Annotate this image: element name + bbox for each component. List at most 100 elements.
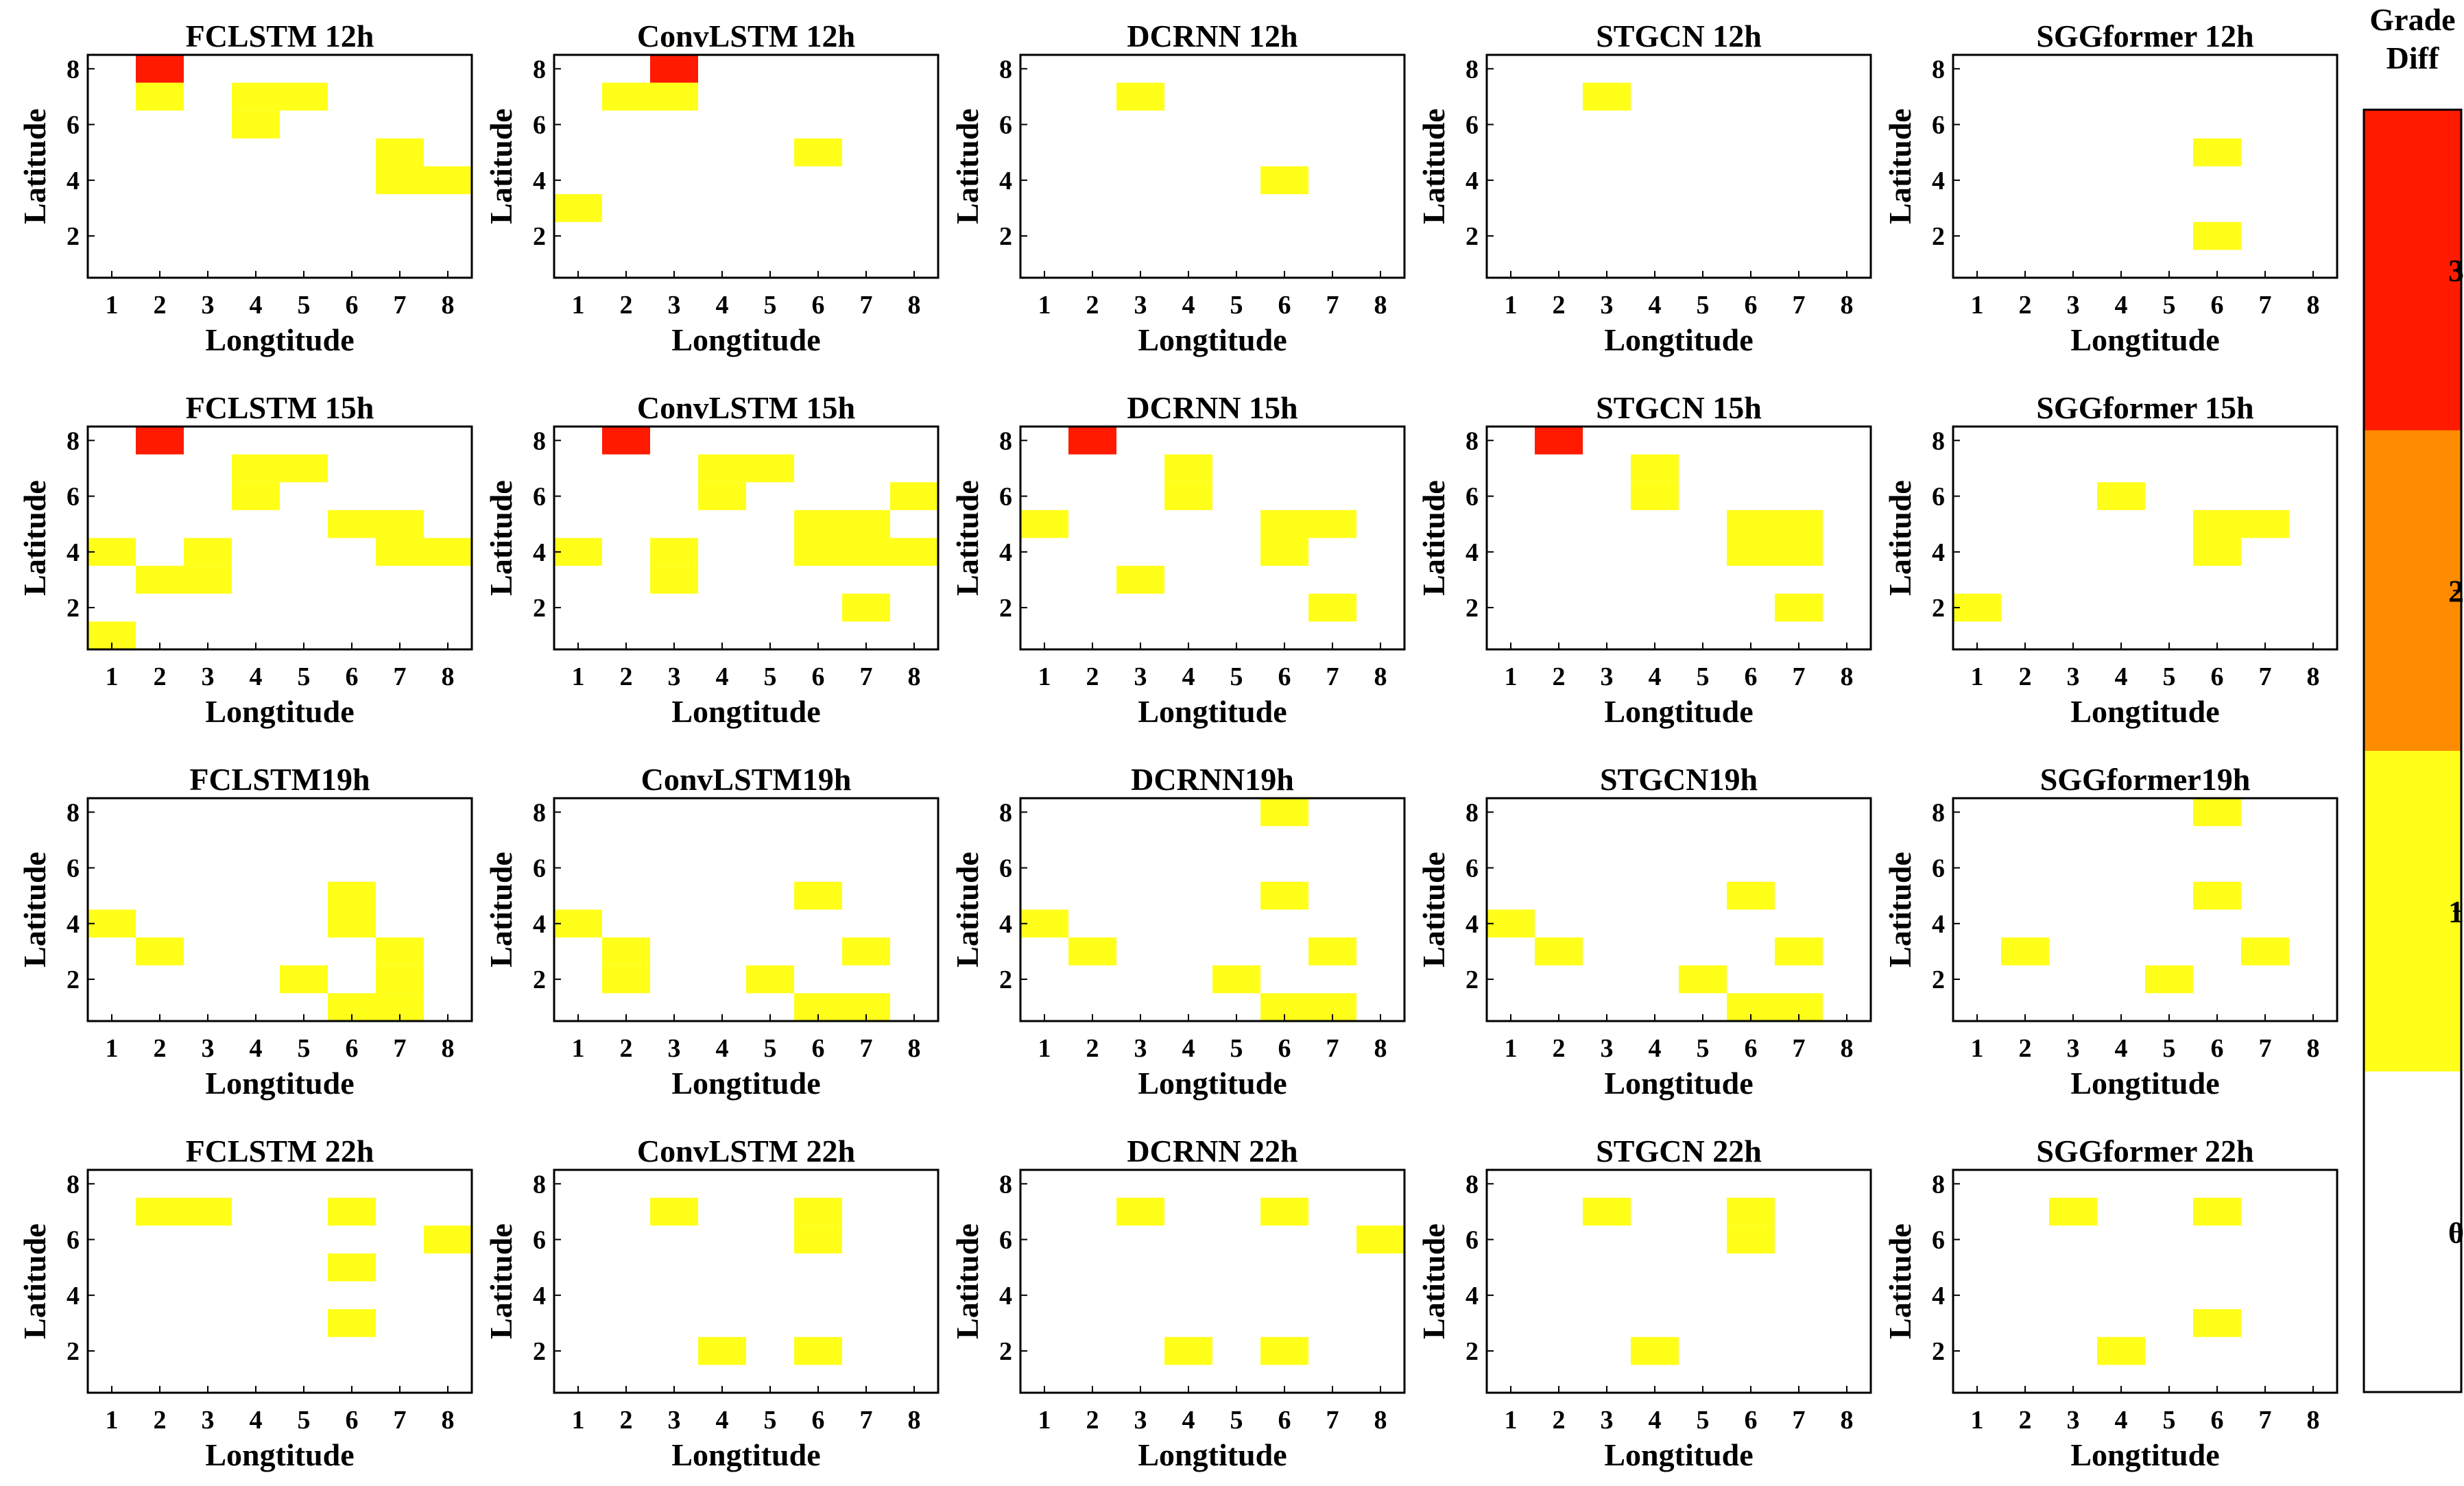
y-tick-label: 4 — [1466, 1282, 1479, 1310]
x-tick-label: 6 — [1278, 291, 1291, 320]
heatmap-cell — [328, 881, 376, 910]
heatmap-cell — [698, 454, 746, 483]
y-tick-label: 8 — [533, 427, 546, 455]
x-tick-label: 8 — [2307, 662, 2320, 691]
x-tick-label: 8 — [1841, 1034, 1854, 1063]
heatmap-cell — [1116, 566, 1164, 594]
axes-frame — [553, 425, 940, 651]
x-tick-label: 7 — [394, 662, 407, 691]
heatmap-cell — [2193, 538, 2241, 566]
x-tick-label: 6 — [2211, 662, 2224, 691]
x-tick-label: 2 — [2019, 291, 2032, 320]
panel-title: DCRNN19h — [1131, 762, 1294, 797]
x-axis-label: Longtitude — [205, 322, 354, 357]
y-tick-label: 8 — [533, 1170, 546, 1199]
heatmap-cell — [1535, 937, 1583, 966]
y-tick-label: 6 — [67, 854, 80, 883]
heatmap-cell — [136, 82, 184, 111]
heatmap-cell — [136, 566, 184, 594]
x-tick-label: 4 — [1649, 662, 1662, 691]
heatmap-panel: ConvLSTM 22h 1 2 3 4 5 6 7 8 2 4 6 8 Longtitude Latitu… — [483, 1134, 940, 1472]
x-tick-label: 8 — [442, 662, 455, 691]
x-tick-label: 5 — [764, 1034, 777, 1063]
y-tick-label: 4 — [67, 910, 80, 939]
panel-title: STGCN 12h — [1596, 19, 1762, 53]
y-tick-label: 4 — [1932, 1282, 1945, 1310]
panel-title: SGGformer 22h — [2036, 1134, 2253, 1169]
heatmap-cell — [1308, 937, 1356, 966]
y-tick-label: 2 — [1932, 222, 1945, 251]
x-axis-label: Longtitude — [671, 322, 820, 357]
heatmap-panel: DCRNN 22h 1 2 3 4 5 6 7 8 2 4 6 8 Longtitude Latitude — [950, 1134, 1406, 1472]
x-tick-label: 1 — [106, 291, 119, 320]
y-tick-label: 6 — [533, 111, 546, 140]
x-tick-label: 2 — [154, 1034, 167, 1063]
x-tick-label: 1 — [1505, 1406, 1518, 1435]
x-tick-label: 3 — [1601, 291, 1614, 320]
x-tick-label: 4 — [250, 1034, 263, 1063]
panel-title: DCRNN 12h — [1127, 19, 1297, 53]
axes-frame — [1019, 53, 1406, 279]
heatmap-cell — [554, 909, 602, 938]
y-tick-label: 6 — [67, 111, 80, 140]
y-tick-label: 2 — [67, 594, 80, 623]
heatmap-cell — [280, 82, 328, 111]
y-axis-label: Latitude — [483, 852, 518, 968]
x-tick-label: 7 — [860, 1406, 873, 1435]
heatmap-cell — [280, 965, 328, 994]
y-tick-label: 6 — [999, 854, 1012, 883]
heatmap-cell — [136, 1197, 184, 1226]
x-tick-label: 3 — [2067, 291, 2080, 320]
heatmap-cell — [698, 482, 746, 510]
x-tick-label: 3 — [2067, 1406, 2080, 1435]
heatmap-cell — [1535, 427, 1583, 455]
x-tick-label: 1 — [572, 1406, 585, 1435]
x-tick-label: 5 — [298, 1034, 311, 1063]
heatmap-cell — [746, 965, 794, 994]
heatmap-cell — [842, 593, 890, 622]
heatmap-cell — [1260, 166, 1308, 195]
x-tick-label: 1 — [106, 662, 119, 691]
y-tick-label: 4 — [533, 1282, 546, 1310]
heatmap-cell — [890, 538, 938, 566]
y-tick-label: 8 — [1932, 1170, 1945, 1199]
x-tick-label: 2 — [620, 291, 633, 320]
panel-title: STGCN 22h — [1596, 1134, 1762, 1169]
y-axis-label: Latitude — [17, 852, 52, 968]
heatmap-panel: STGCN 22h 1 2 3 4 5 6 7 8 2 4 6 8 Longtitude Latitude — [1416, 1134, 1872, 1472]
y-tick-label: 6 — [1932, 854, 1945, 883]
x-tick-label: 4 — [1182, 662, 1195, 691]
heatmap-cell — [232, 454, 280, 483]
panel-title: ConvLSTM 12h — [637, 19, 855, 53]
heatmap-cell — [328, 1197, 376, 1226]
x-tick-label: 1 — [106, 1034, 119, 1063]
y-axis-label: Latitude — [483, 1223, 518, 1339]
panel-grid: FCLSTM 12h 1 2 3 4 5 6 7 8 2 4 6 8 Longtitude Latitude… — [17, 19, 2339, 1472]
heatmap-panel: ConvLSTM 15h 1 2 3 4 5 6 7 8 2 4 6 8 Longtitude Latitu… — [483, 390, 940, 729]
x-tick-label: 4 — [2115, 291, 2128, 320]
x-tick-label: 8 — [442, 1034, 455, 1063]
x-tick-label: 2 — [1553, 1034, 1566, 1063]
x-tick-label: 1 — [1971, 1034, 1984, 1063]
x-tick-label: 7 — [860, 662, 873, 691]
x-tick-label: 7 — [1326, 291, 1339, 320]
x-tick-label: 2 — [154, 662, 167, 691]
x-tick-label: 6 — [2211, 1406, 2224, 1435]
y-tick-label: 8 — [1466, 798, 1479, 827]
x-tick-label: 6 — [2211, 291, 2224, 320]
x-tick-label: 4 — [1182, 1406, 1195, 1435]
x-tick-label: 3 — [1601, 1406, 1614, 1435]
y-tick-label: 6 — [999, 111, 1012, 140]
x-axis-label: Longtitude — [1604, 322, 1753, 357]
y-tick-label: 2 — [67, 966, 80, 994]
heatmap-cell — [184, 566, 232, 594]
heatmap-cell — [1775, 593, 1823, 622]
x-tick-label: 5 — [764, 1406, 777, 1435]
y-tick-label: 8 — [999, 55, 1012, 84]
heatmap-cell — [602, 82, 650, 111]
x-tick-label: 3 — [1601, 662, 1614, 691]
x-tick-label: 4 — [2115, 1406, 2128, 1435]
heatmap-cell — [1068, 937, 1116, 966]
heatmap-cell — [1775, 937, 1823, 966]
heatmap-cell — [1308, 593, 1356, 622]
